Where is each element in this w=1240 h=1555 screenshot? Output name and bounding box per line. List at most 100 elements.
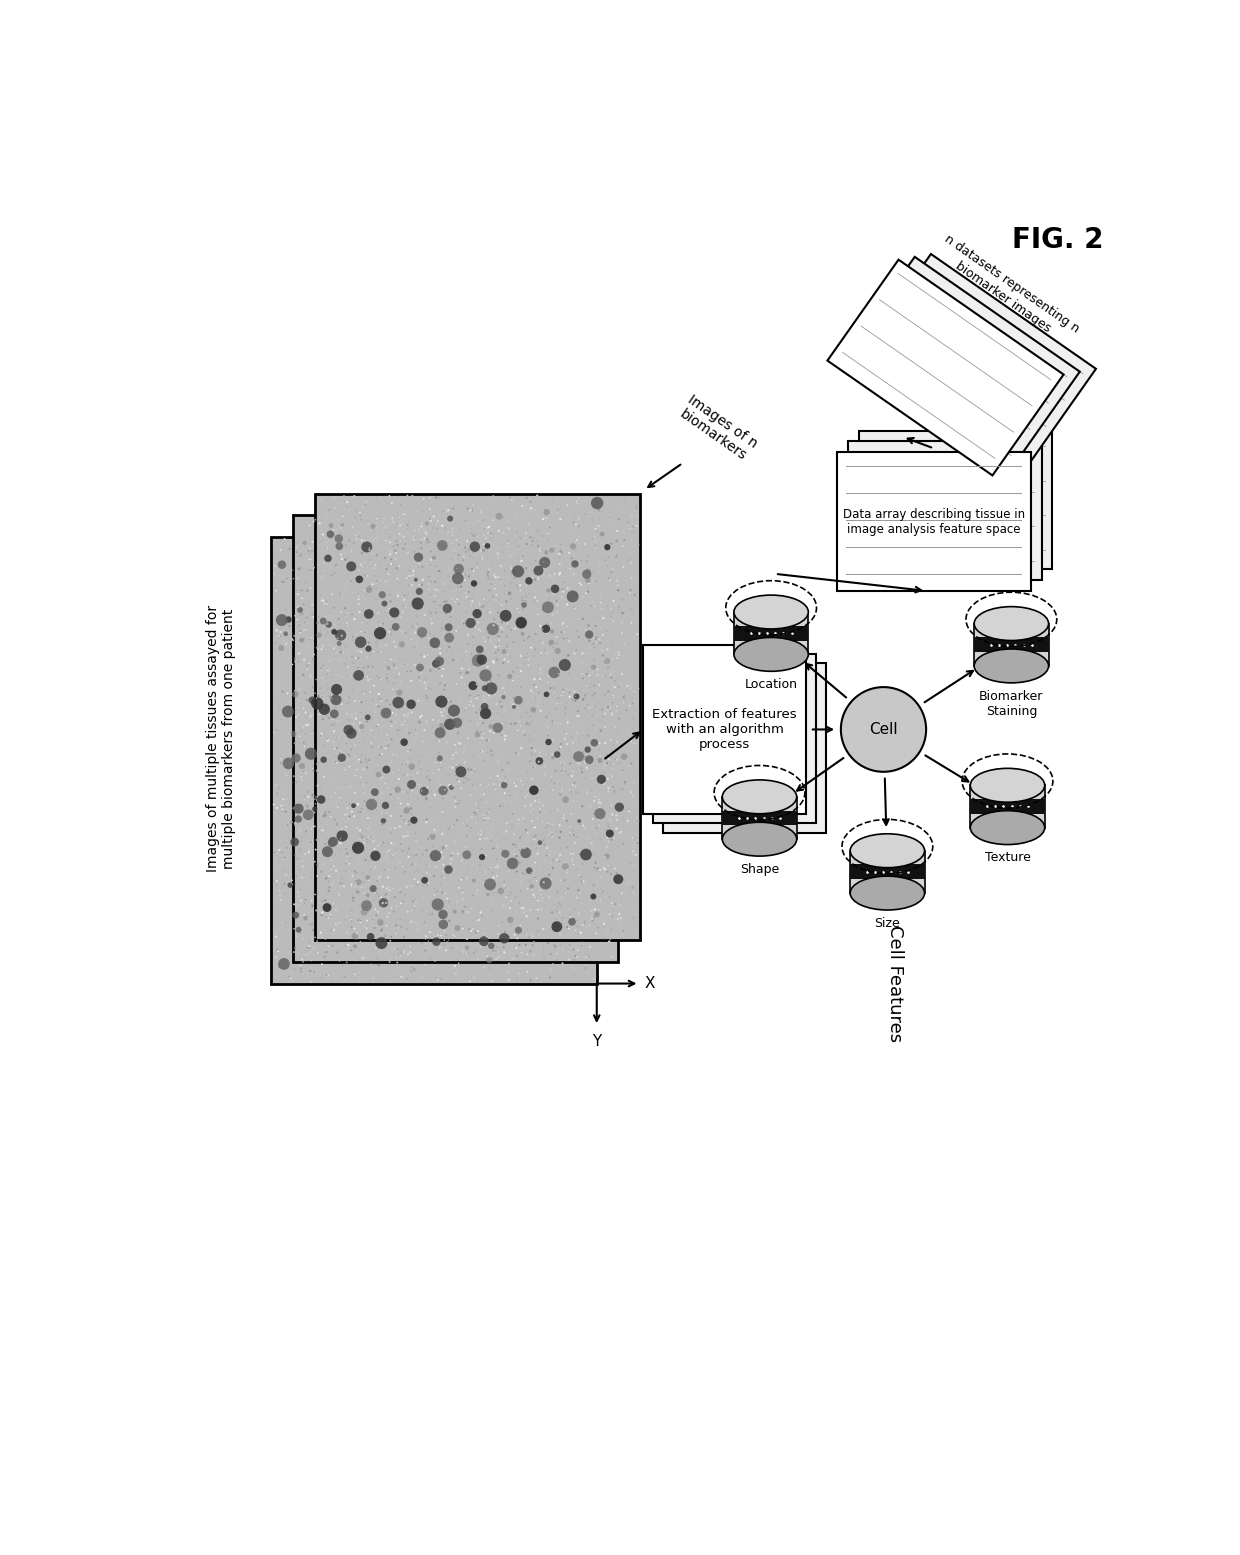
Point xyxy=(600,650,620,675)
Point xyxy=(370,911,389,936)
Point xyxy=(355,781,374,805)
Point xyxy=(284,916,304,941)
Point xyxy=(621,779,641,804)
Point xyxy=(319,655,339,680)
Point xyxy=(397,779,417,804)
Point xyxy=(460,788,480,813)
Point xyxy=(588,857,608,882)
Point xyxy=(577,872,596,897)
Point xyxy=(458,680,477,704)
Point xyxy=(458,631,477,656)
Point xyxy=(606,540,626,564)
Point xyxy=(511,714,531,739)
Point xyxy=(629,532,649,557)
Point xyxy=(606,656,626,681)
Point xyxy=(487,847,507,872)
Point xyxy=(306,673,326,698)
Point xyxy=(470,592,490,617)
Point xyxy=(303,594,322,619)
Point xyxy=(543,689,563,714)
Point xyxy=(459,564,479,589)
Point xyxy=(503,669,523,694)
Point xyxy=(536,616,556,641)
Point xyxy=(544,745,564,770)
Point xyxy=(525,778,544,802)
Point xyxy=(570,805,590,830)
Point xyxy=(544,838,564,863)
Point xyxy=(474,508,494,533)
Point xyxy=(393,739,413,764)
Point xyxy=(376,844,396,869)
Point xyxy=(320,681,340,706)
Point xyxy=(451,785,471,810)
Point xyxy=(363,907,383,931)
Point xyxy=(445,589,465,614)
Point xyxy=(399,564,419,589)
Point xyxy=(532,809,552,833)
Point xyxy=(560,521,580,546)
Point xyxy=(422,879,441,903)
Point xyxy=(316,673,336,698)
Point xyxy=(610,751,630,776)
Point xyxy=(347,622,367,647)
Point xyxy=(570,644,590,669)
Point xyxy=(449,684,469,709)
Point xyxy=(578,768,598,793)
Point xyxy=(429,846,449,871)
Point xyxy=(627,504,647,529)
Point xyxy=(304,557,324,582)
Point xyxy=(567,530,587,555)
Point xyxy=(368,952,388,977)
Point xyxy=(435,804,455,829)
Point xyxy=(549,900,569,925)
Point xyxy=(284,722,304,746)
Point xyxy=(382,493,402,518)
Point xyxy=(584,655,604,680)
Point xyxy=(298,742,317,767)
Point xyxy=(595,753,615,778)
Point xyxy=(448,566,467,591)
Point xyxy=(448,586,467,611)
Point xyxy=(515,723,534,748)
Point xyxy=(580,788,600,813)
Point xyxy=(552,540,572,564)
Point xyxy=(479,614,498,639)
Point xyxy=(601,666,621,690)
Point xyxy=(453,681,472,706)
Point xyxy=(378,883,398,908)
Point xyxy=(526,583,546,608)
Point xyxy=(316,866,336,891)
Point xyxy=(479,801,498,826)
Point xyxy=(451,656,471,681)
Point xyxy=(605,891,625,916)
Point xyxy=(295,799,315,824)
Point xyxy=(475,639,495,664)
Point xyxy=(569,532,589,557)
Point xyxy=(565,879,585,903)
Point xyxy=(570,860,590,885)
Point xyxy=(358,703,378,728)
Point xyxy=(422,591,441,616)
Point xyxy=(590,631,610,656)
Point xyxy=(422,611,441,636)
Point xyxy=(565,614,585,639)
Point xyxy=(350,879,370,903)
Point xyxy=(422,947,441,972)
Point xyxy=(583,723,603,748)
Point xyxy=(568,659,588,684)
Point xyxy=(382,924,402,949)
Point xyxy=(563,731,583,756)
Point xyxy=(357,871,377,896)
Point xyxy=(587,793,606,818)
Point xyxy=(438,521,458,546)
Point xyxy=(627,830,647,855)
Point xyxy=(427,652,446,676)
Point xyxy=(603,764,622,788)
Point xyxy=(502,889,522,914)
Point xyxy=(289,614,309,639)
Point xyxy=(456,941,476,966)
Point xyxy=(553,910,573,935)
Point xyxy=(451,544,471,569)
Point xyxy=(357,885,377,910)
Point xyxy=(505,616,525,641)
